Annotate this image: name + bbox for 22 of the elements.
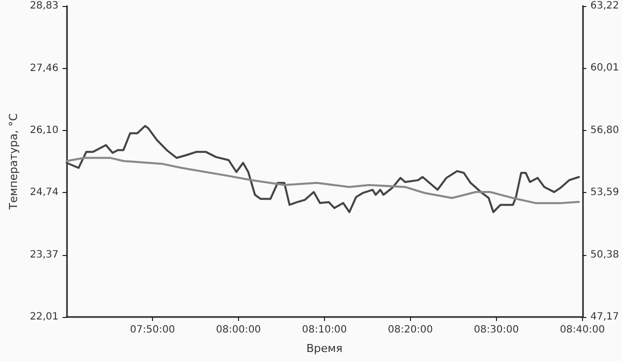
y2-tick-label: 53,59 — [590, 187, 620, 198]
x-tick-label: 07:50:00 — [130, 324, 175, 336]
x-tick-label: 08:30:00 — [474, 324, 519, 336]
x-tick-label: 08:10:00 — [302, 324, 347, 336]
y2-tick-label: 47,17 — [590, 312, 620, 322]
y-tick-label: 23,37 — [30, 249, 59, 260]
y-axis-title: Температура, °C — [7, 113, 20, 211]
y2-tick-label: 56,80 — [590, 124, 620, 136]
y2-tick-label: 50,38 — [590, 249, 620, 260]
line-series — [66, 156, 580, 204]
y2-tick-label: 63,22 — [590, 0, 620, 12]
y2-tick-label: 60,01 — [590, 62, 620, 74]
y-tick-label: 24,74 — [30, 187, 59, 198]
x-tick-label: 08:00:00 — [216, 324, 261, 336]
y-tick-label: 28,83 — [30, 0, 59, 12]
x-axis-title: Время — [306, 342, 343, 355]
line-series — [66, 124, 580, 214]
x-tick-label: 08:20:00 — [388, 324, 433, 336]
y-tick-label: 27,46 — [30, 62, 59, 74]
x-tick-label: 08:40:00 — [560, 324, 605, 336]
y-tick-label: 26,10 — [30, 124, 59, 136]
y-tick-label: 22,01 — [30, 312, 59, 322]
